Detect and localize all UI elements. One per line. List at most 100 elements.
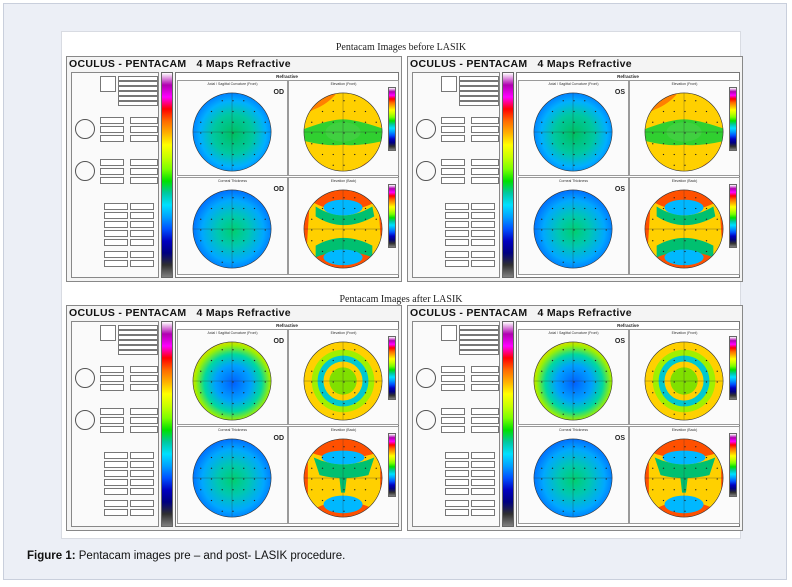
topography-map <box>192 341 272 421</box>
grid-dot <box>253 110 256 113</box>
map-cell-thick: Corneal Thickness OD <box>177 426 288 524</box>
map-outline <box>533 92 613 172</box>
map-caption: Corneal Thickness <box>218 179 247 183</box>
grid-dot <box>662 456 665 459</box>
topography-map <box>644 438 724 518</box>
map-caption: Elevation (Back) <box>330 428 357 432</box>
eye-label: OD <box>273 89 285 96</box>
info-field <box>118 350 158 355</box>
grid-dot <box>210 132 213 134</box>
grid-dot <box>354 456 356 459</box>
grid-dot <box>232 456 234 459</box>
grid-dot <box>573 499 575 502</box>
grid-dot <box>684 132 686 134</box>
elevation-scale-bar <box>388 336 396 400</box>
grid-dot <box>573 381 575 383</box>
grid-dot <box>321 402 324 405</box>
grid-dot <box>584 100 586 102</box>
grid-dot <box>321 240 324 242</box>
grid-dot <box>364 402 367 405</box>
pachy-value-box <box>130 461 154 468</box>
grid-dot <box>200 143 202 145</box>
grid-dot <box>673 197 675 199</box>
cornea-value-box <box>130 366 158 373</box>
cornea-value-box <box>130 135 158 142</box>
grid-dot <box>243 250 245 253</box>
axis-diagram-icon <box>75 410 95 430</box>
grid-dot <box>253 240 256 242</box>
grid-dot <box>705 207 708 210</box>
grid-dot <box>716 478 718 480</box>
grid-dot <box>364 359 367 362</box>
cornea-value-box <box>130 417 158 424</box>
map-caption: Elevation (Front) <box>330 82 357 86</box>
patient-photo-box <box>100 325 116 341</box>
grid-dot <box>343 478 345 480</box>
info-field <box>459 81 499 86</box>
grid-dot <box>652 218 654 220</box>
cornea-value-box <box>441 177 465 184</box>
grid-dot <box>673 250 675 253</box>
map-outline <box>303 341 383 421</box>
caption-text: Pentacam images pre – and post- LASIK pr… <box>75 550 346 562</box>
axis-diagram-icon <box>75 368 95 388</box>
grid-dot <box>221 402 223 405</box>
grid-dot <box>541 392 543 394</box>
grid-dot <box>584 132 586 134</box>
grid-dot <box>662 143 665 145</box>
grid-dot <box>332 499 334 502</box>
grid-dot <box>321 392 324 394</box>
grid-dot <box>551 478 554 480</box>
map-cell-curv-pre: Axial / Sagittal Curvature (Front) OS <box>518 80 629 176</box>
grid-dot <box>332 349 334 351</box>
pachy-value-box <box>445 212 469 219</box>
grid-dot <box>684 100 686 102</box>
grid-dot <box>684 370 686 372</box>
grid-dot <box>705 153 708 156</box>
grid-dot <box>662 381 665 383</box>
map-cell-curv-post: Axial / Sagittal Curvature (Front) OD <box>177 329 288 425</box>
grid-dot <box>311 370 313 372</box>
grid-dot <box>210 229 213 231</box>
grid-dot <box>573 402 575 405</box>
grid-dot <box>562 489 564 491</box>
pachy-value-box <box>445 203 469 210</box>
cornea-value-box <box>100 384 124 391</box>
pachy-value-box <box>104 203 128 210</box>
grid-dot <box>221 446 223 448</box>
grid-dot <box>253 381 256 383</box>
grid-dot <box>343 207 345 210</box>
grid-dot <box>716 467 718 469</box>
grid-dot <box>375 132 377 134</box>
volume-value-box <box>445 260 469 267</box>
grid-dot <box>243 349 245 351</box>
info-field <box>118 96 158 101</box>
cornea-value-box <box>130 384 158 391</box>
grid-dot <box>594 121 597 123</box>
grid-dot <box>662 478 665 480</box>
grid-dot <box>221 240 223 242</box>
grid-dot <box>210 456 213 459</box>
grid-dot <box>221 218 223 220</box>
grid-dot <box>332 153 334 156</box>
panel-subtitle: 4 Maps Refractive <box>537 58 632 70</box>
grid-dot <box>716 229 718 231</box>
grid-dot <box>332 381 334 383</box>
info-field <box>459 86 499 91</box>
pachy-value-box <box>104 470 128 477</box>
grid-dot <box>364 110 367 113</box>
grid-dot <box>232 413 234 415</box>
grid-dot <box>332 250 334 253</box>
cornea-value-box <box>471 366 499 373</box>
topography-map <box>303 438 383 518</box>
panel-header: OCULUS - PENTACAM 4 Maps Refractive <box>69 307 291 319</box>
grid-dot <box>210 250 213 253</box>
volume-value-box <box>130 509 154 516</box>
volume-value-box <box>445 509 469 516</box>
grid-dot <box>221 207 223 210</box>
info-field <box>459 345 499 350</box>
grid-dot <box>562 143 564 145</box>
grid-dot <box>321 250 324 253</box>
grid-dot <box>200 467 202 469</box>
grid-dot <box>551 132 554 134</box>
